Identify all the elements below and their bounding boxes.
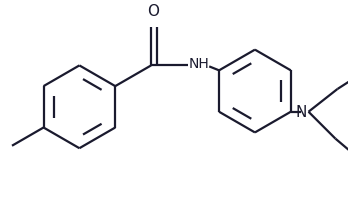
Text: N: N bbox=[296, 105, 307, 120]
Text: O: O bbox=[147, 4, 159, 19]
Text: NH: NH bbox=[188, 57, 209, 72]
